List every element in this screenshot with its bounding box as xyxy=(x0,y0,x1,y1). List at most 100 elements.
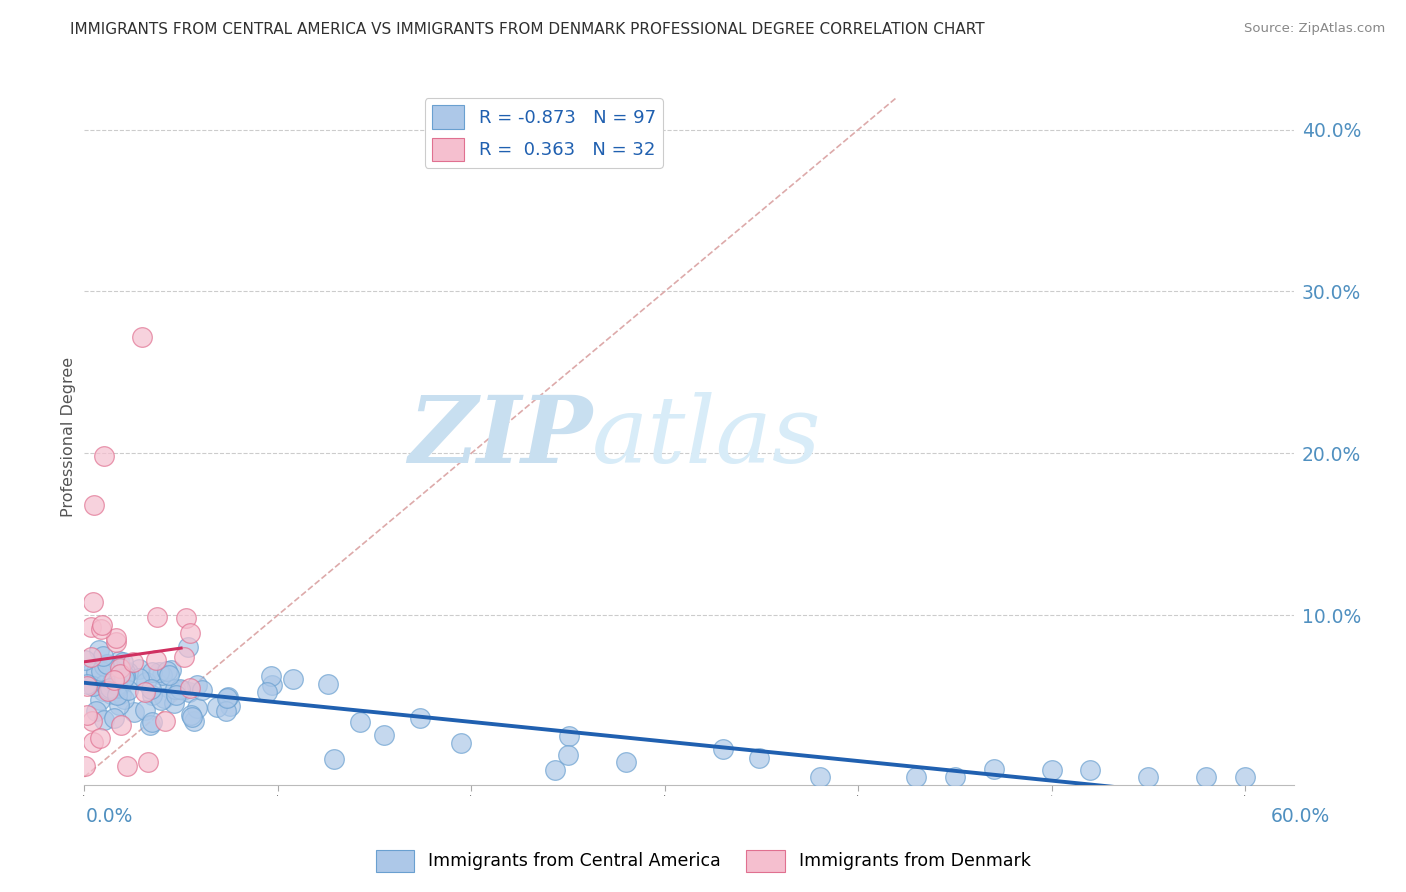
Point xyxy=(93,658,115,673)
Point xyxy=(165,689,187,703)
Legend: R = -0.873   N = 97, R =  0.363   N = 32: R = -0.873 N = 97, R = 0.363 N = 32 xyxy=(425,98,664,168)
Point xyxy=(110,688,132,702)
Point xyxy=(373,728,395,742)
Point xyxy=(141,714,163,729)
Point xyxy=(89,693,111,707)
Point xyxy=(159,681,181,696)
Point xyxy=(748,751,770,765)
Point xyxy=(163,696,186,710)
Point xyxy=(89,731,111,745)
Point xyxy=(150,693,173,707)
Point xyxy=(128,662,150,676)
Point xyxy=(83,498,105,512)
Point xyxy=(84,665,107,680)
Point xyxy=(215,690,238,705)
Point xyxy=(150,667,173,681)
Point xyxy=(80,620,103,634)
Point xyxy=(1137,770,1160,784)
Point xyxy=(217,690,239,704)
Point xyxy=(219,699,242,714)
Point xyxy=(108,698,131,712)
Point xyxy=(316,677,339,691)
Text: IMMIGRANTS FROM CENTRAL AMERICA VS IMMIGRANTS FROM DENMARK PROFESSIONAL DEGREE C: IMMIGRANTS FROM CENTRAL AMERICA VS IMMIG… xyxy=(70,22,986,37)
Point xyxy=(1195,770,1218,784)
Point xyxy=(79,650,101,665)
Point xyxy=(157,668,180,682)
Point xyxy=(131,330,153,344)
Point xyxy=(159,663,181,677)
Point xyxy=(711,741,734,756)
Point xyxy=(153,714,176,729)
Y-axis label: Professional Degree: Professional Degree xyxy=(60,357,76,517)
Point xyxy=(177,685,200,699)
Point xyxy=(75,759,97,773)
Point xyxy=(808,770,831,784)
Point xyxy=(163,681,186,696)
Point xyxy=(544,763,567,777)
Point xyxy=(105,678,128,692)
Point xyxy=(108,666,131,681)
Point xyxy=(134,703,156,717)
Point xyxy=(105,631,128,645)
Point xyxy=(169,682,191,697)
Point xyxy=(146,610,169,624)
Point xyxy=(183,714,205,728)
Point xyxy=(115,759,138,773)
Point xyxy=(139,682,162,697)
Point xyxy=(101,674,124,689)
Point xyxy=(122,655,145,669)
Point xyxy=(186,701,208,715)
Point xyxy=(190,682,212,697)
Point xyxy=(186,677,208,691)
Point xyxy=(181,710,204,724)
Point xyxy=(82,665,104,679)
Point xyxy=(153,690,176,705)
Point xyxy=(97,681,120,696)
Point xyxy=(1080,764,1102,778)
Point xyxy=(180,708,202,723)
Point xyxy=(141,688,163,702)
Point xyxy=(84,704,107,718)
Point xyxy=(91,648,114,663)
Point xyxy=(557,748,579,763)
Point xyxy=(983,762,1005,776)
Point xyxy=(179,626,201,640)
Point xyxy=(100,662,122,676)
Point xyxy=(90,617,112,632)
Point xyxy=(105,688,128,702)
Point xyxy=(76,679,98,693)
Point xyxy=(322,752,344,766)
Point xyxy=(905,770,928,784)
Point xyxy=(349,714,371,729)
Point xyxy=(136,756,159,770)
Point xyxy=(1040,763,1063,777)
Text: Source: ZipAtlas.com: Source: ZipAtlas.com xyxy=(1244,22,1385,36)
Text: 0.0%: 0.0% xyxy=(86,807,134,826)
Point xyxy=(148,665,170,680)
Point xyxy=(117,665,139,679)
Point xyxy=(409,711,432,725)
Point xyxy=(614,755,637,769)
Point xyxy=(94,677,117,691)
Point xyxy=(108,660,131,674)
Point xyxy=(114,669,136,683)
Point xyxy=(174,611,197,625)
Point xyxy=(75,653,97,667)
Point xyxy=(107,681,129,695)
Point xyxy=(112,672,135,686)
Point xyxy=(82,679,104,693)
Point xyxy=(90,622,112,636)
Point xyxy=(156,664,179,678)
Point xyxy=(110,718,132,732)
Point xyxy=(96,657,118,671)
Point xyxy=(128,671,150,685)
Point xyxy=(97,684,120,698)
Point xyxy=(108,654,131,668)
Point xyxy=(82,595,104,609)
Point xyxy=(179,681,201,695)
Text: atlas: atlas xyxy=(592,392,821,482)
Point xyxy=(134,684,156,698)
Point xyxy=(135,675,157,690)
Point xyxy=(558,729,581,743)
Point xyxy=(76,677,98,691)
